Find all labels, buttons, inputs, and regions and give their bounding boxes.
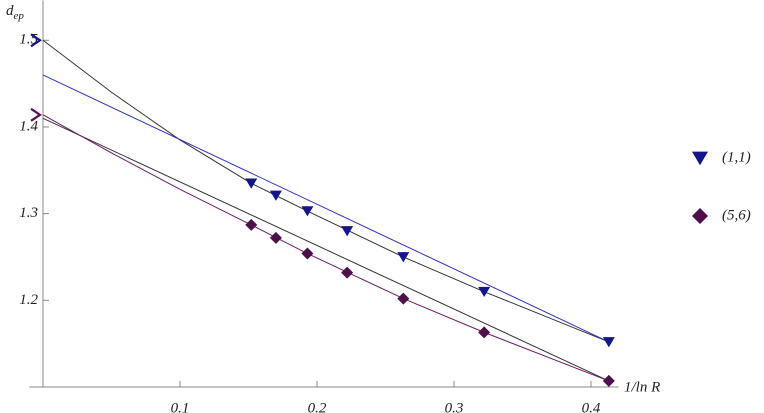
point (245, 178, 258, 189)
y-tick-label: 1.5 (19, 32, 38, 48)
fit-line (42, 117, 610, 382)
point (269, 231, 282, 244)
point (602, 374, 615, 387)
y-tick-label: 1.2 (19, 292, 38, 308)
legend-marker (692, 208, 708, 224)
x-tick-label: 0.4 (582, 400, 601, 413)
point (397, 292, 410, 305)
x-tick-label: 0.2 (308, 400, 327, 413)
point (397, 252, 410, 263)
point (245, 218, 258, 231)
point (478, 326, 491, 339)
y-tick-label: 1.4 (19, 118, 38, 134)
legend-marker (692, 151, 708, 166)
x-tick-label: 0.1 (171, 400, 190, 413)
fit-line (42, 39, 609, 343)
axis-mark (30, 107, 42, 122)
point (301, 247, 314, 260)
point (341, 226, 354, 237)
point (478, 286, 491, 298)
point (269, 190, 282, 201)
fit-line (42, 74, 610, 343)
x-axis-label: 1/ln R (624, 379, 660, 395)
x-tick-label: 0.3 (445, 400, 464, 413)
y-axis-label: dep (6, 3, 24, 21)
axis-mark (30, 33, 42, 48)
point (341, 266, 354, 279)
legend-label: (5,6) (722, 207, 751, 223)
y-tick-label: 1.3 (19, 205, 38, 221)
point (301, 206, 314, 217)
point (602, 337, 615, 348)
legend-label: (1,1) (722, 149, 751, 165)
